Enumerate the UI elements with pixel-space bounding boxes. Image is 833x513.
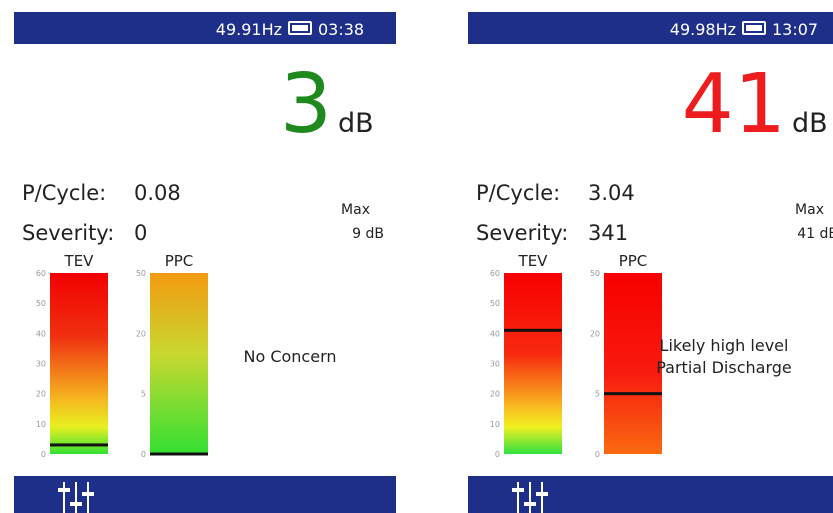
tev-tick-label: 10 [36, 420, 46, 429]
frequency: 49.98Hz [670, 20, 736, 39]
status-message: No Concern [243, 347, 336, 366]
battery-level [746, 25, 762, 31]
battery-icon [288, 21, 312, 35]
max-value: 41 dB [797, 226, 833, 242]
tev-tick-label: 40 [490, 329, 500, 338]
tev-label: TEV [518, 252, 549, 270]
tev-tick-label: 10 [490, 420, 500, 429]
tev-tick-label: 60 [490, 269, 500, 278]
tev-tick-label: 30 [490, 360, 500, 369]
ppc-tick-label: 5 [141, 390, 146, 399]
severity-label: Severity: [22, 221, 114, 245]
battery-level [292, 25, 308, 31]
tev-tick-label: 0 [41, 450, 46, 459]
ppc-marker [150, 452, 208, 456]
p-cycle-label: P/Cycle: [22, 181, 106, 205]
frequency: 49.91Hz [216, 20, 282, 39]
tev-tick-label: 0 [495, 450, 500, 459]
status-message: Likely high level [660, 336, 789, 355]
ppc-tick-label: 50 [590, 269, 600, 278]
tev-tick-label: 20 [490, 390, 500, 399]
tev-tick-label: 40 [36, 329, 46, 338]
p-cycle-value: 3.04 [588, 181, 635, 205]
ppc-tick-label: 20 [590, 329, 600, 338]
severity-value: 0 [134, 221, 147, 245]
tev-tick-label: 60 [36, 269, 46, 278]
settings-icon-knob [536, 492, 548, 496]
ppc-label: PPC [619, 252, 648, 270]
ppc-bar [150, 273, 208, 454]
tev-tick-label: 50 [490, 299, 500, 308]
severity-value: 341 [588, 221, 628, 245]
tev-marker [50, 443, 108, 447]
max-label: Max [341, 202, 370, 218]
p-cycle-label: P/Cycle: [476, 181, 560, 205]
p-cycle-value: 0.08 [134, 181, 181, 205]
settings-icon-knob [524, 502, 536, 506]
ppc-tick-label: 20 [136, 329, 146, 338]
tev-tick-label: 30 [36, 360, 46, 369]
status-message: Partial Discharge [656, 358, 792, 377]
device-screen: 49.91Hz 03:38 3 dB P/Cycle: 0.08 Severity: 0 Max… [14, 12, 396, 513]
footer-bar [468, 476, 833, 513]
ppc-bar [604, 273, 662, 454]
time: 03:38 [318, 20, 364, 39]
reading-value: 3 [280, 57, 332, 152]
time: 13:07 [772, 20, 818, 39]
tev-bar [504, 273, 562, 454]
footer-bar [14, 476, 396, 513]
device-screen: 49.98Hz 13:07 41 dB P/Cycle: 3.04 Severity: 341… [468, 12, 833, 513]
ppc-marker [604, 392, 662, 396]
reading-unit: dB [792, 108, 828, 139]
settings-icon-knob [58, 488, 70, 492]
reading-unit: dB [338, 108, 374, 139]
max-value: 9 dB [352, 226, 384, 242]
max-label: Max [795, 202, 824, 218]
ppc-tick-label: 50 [136, 269, 146, 278]
severity-label: Severity: [476, 221, 568, 245]
settings-icon-knob [512, 488, 524, 492]
status-bar [14, 12, 396, 44]
ppc-tick-label: 0 [595, 450, 600, 459]
ppc-tick-label: 0 [141, 450, 146, 459]
settings-icon-knob [70, 502, 82, 506]
reading-value: 41 [682, 57, 786, 152]
status-bar [468, 12, 833, 44]
tev-tick-label: 20 [36, 390, 46, 399]
battery-icon [742, 21, 766, 35]
settings-icon-knob [82, 492, 94, 496]
tev-marker [504, 328, 562, 332]
ppc-tick-label: 5 [595, 390, 600, 399]
tev-tick-label: 50 [36, 299, 46, 308]
tev-bar [50, 273, 108, 454]
ppc-label: PPC [165, 252, 194, 270]
tev-label: TEV [64, 252, 95, 270]
